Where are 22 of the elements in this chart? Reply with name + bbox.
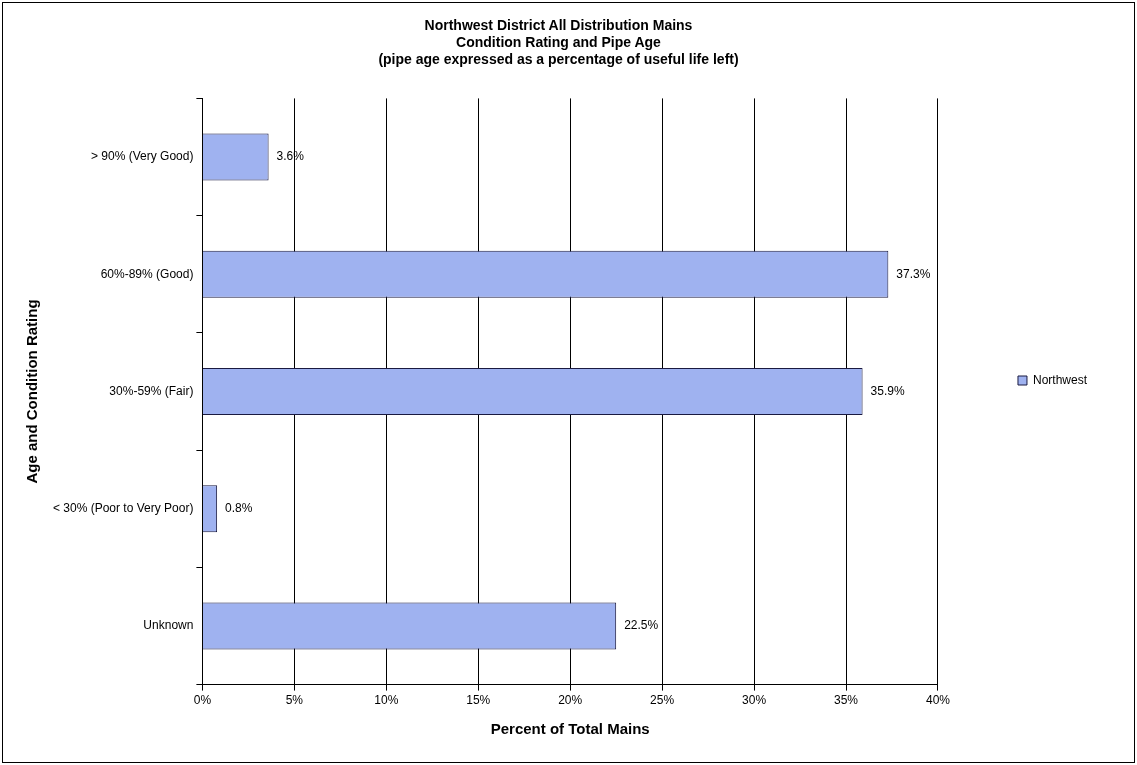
x-tick-label: 30% xyxy=(742,693,767,708)
y-axis-title: Age and Condition Rating xyxy=(23,299,41,484)
data-label: 22.5% xyxy=(624,618,659,633)
x-axis-title: Percent of Total Mains xyxy=(490,720,650,738)
data-label: 35.9% xyxy=(870,383,905,398)
x-tick-label: 35% xyxy=(834,693,859,708)
x-tick-label: 20% xyxy=(558,693,583,708)
chart-title: Northwest District All Distribution Mains Condition Rating and Pipe Age (pipe age expressed as a percentage of useful life left) xyxy=(378,17,739,67)
x-tick-label: 0% xyxy=(193,693,212,708)
x-tick-label: 25% xyxy=(650,693,675,708)
x-tick-label: 40% xyxy=(925,693,951,708)
y-tick-label: Unknown xyxy=(143,618,194,633)
y-tick-label: 30%-59% (Fair) xyxy=(109,383,194,398)
data-label: 0.8% xyxy=(225,501,253,516)
x-tick-label: 15% xyxy=(466,693,491,708)
y-tick-label: > 90% (Very Good) xyxy=(91,149,194,164)
legend-label: Northwest xyxy=(1032,372,1088,387)
x-tick-label: 5% xyxy=(285,693,304,708)
y-tick-label: < 30% (Poor to Very Poor) xyxy=(53,501,194,516)
y-tick-label: 60%-89% (Good) xyxy=(100,266,194,281)
x-tick-label: 10% xyxy=(374,693,399,708)
data-label: 37.3% xyxy=(896,266,931,281)
